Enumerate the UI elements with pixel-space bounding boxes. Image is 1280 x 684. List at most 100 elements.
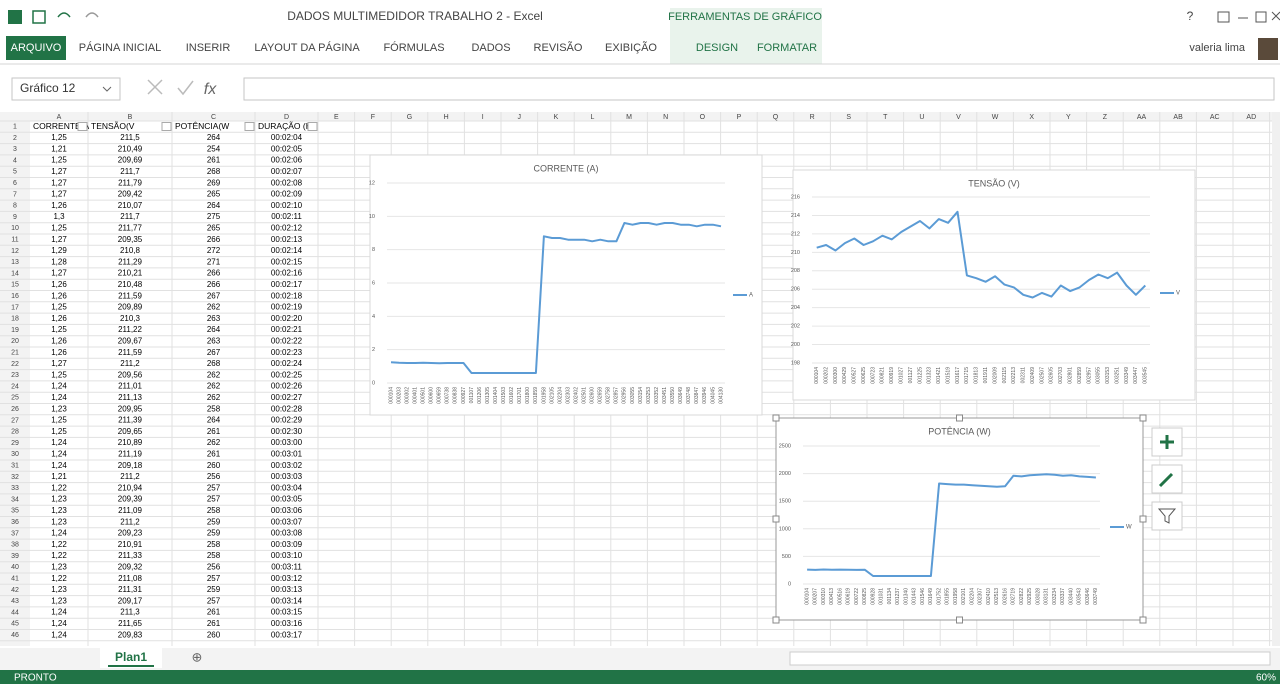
- cell[interactable]: 261: [207, 619, 221, 628]
- column-header[interactable]: Q: [773, 114, 779, 121]
- cell[interactable]: 00:03:00: [271, 438, 303, 447]
- ribbon-tab[interactable]: EXIBIÇÃO: [605, 41, 657, 54]
- row-number[interactable]: 13: [11, 259, 19, 266]
- cell[interactable]: 209,39: [118, 495, 143, 504]
- cell[interactable]: 211,39: [118, 416, 142, 425]
- column-header[interactable]: H: [444, 114, 449, 121]
- cell[interactable]: 1,21: [51, 144, 67, 153]
- row-number[interactable]: 27: [11, 417, 19, 424]
- cell[interactable]: 1,23: [51, 596, 67, 605]
- chart[interactable]: POTÊNCIA (W)0500100015002000250000010400…: [776, 418, 1143, 620]
- cell[interactable]: 00:02:14: [271, 246, 303, 255]
- cell[interactable]: 210,49: [118, 144, 143, 153]
- cell[interactable]: 1,29: [51, 246, 67, 255]
- cell[interactable]: 266: [207, 269, 221, 278]
- cell[interactable]: 272: [207, 246, 221, 255]
- cell[interactable]: 00:03:06: [271, 506, 303, 515]
- row-number[interactable]: 34: [11, 496, 19, 503]
- cell[interactable]: 254: [207, 144, 221, 153]
- column-header[interactable]: N: [663, 114, 668, 121]
- cell[interactable]: 00:02:16: [271, 269, 303, 278]
- sheet-tab[interactable]: Plan1: [115, 650, 147, 664]
- cell[interactable]: 1,21: [51, 472, 67, 481]
- cell[interactable]: 265: [207, 190, 221, 199]
- cell[interactable]: 1,24: [51, 619, 67, 628]
- header-cell[interactable]: TENSÃO(V: [91, 121, 135, 131]
- cell[interactable]: 00:03:17: [271, 630, 303, 639]
- row-number[interactable]: 7: [13, 191, 17, 198]
- cell[interactable]: 00:03:04: [271, 483, 303, 492]
- row-number[interactable]: 4: [13, 157, 17, 164]
- cell[interactable]: 211,65: [118, 619, 142, 628]
- row-number[interactable]: 45: [11, 621, 19, 628]
- cell[interactable]: 00:03:02: [271, 461, 303, 470]
- row-number[interactable]: 5: [13, 169, 17, 176]
- cell[interactable]: 209,42: [118, 190, 143, 199]
- h-scrollbar[interactable]: [790, 652, 1270, 665]
- cell[interactable]: 211,13: [118, 393, 142, 402]
- cell[interactable]: 00:02:24: [271, 359, 303, 368]
- cell[interactable]: 1,24: [51, 393, 67, 402]
- row-number[interactable]: 28: [11, 429, 19, 436]
- ribbon-tab[interactable]: ARQUIVO: [11, 42, 62, 54]
- cell[interactable]: 260: [207, 461, 221, 470]
- cell[interactable]: 268: [207, 167, 221, 176]
- insert-function[interactable]: fx: [204, 81, 217, 98]
- column-header[interactable]: AB: [1173, 114, 1183, 121]
- row-number[interactable]: 18: [11, 316, 19, 323]
- resize-handle[interactable]: [957, 415, 963, 421]
- ribbon-tab[interactable]: DADOS: [471, 42, 510, 54]
- cell[interactable]: 259: [207, 585, 221, 594]
- cell[interactable]: 267: [207, 291, 221, 300]
- row-number[interactable]: 44: [11, 609, 19, 616]
- cell[interactable]: 00:02:05: [271, 144, 303, 153]
- cell[interactable]: 1,25: [51, 133, 67, 142]
- cell[interactable]: 211,3: [120, 608, 140, 617]
- chart[interactable]: CORRENTE (A)0246810120001040002030003020…: [369, 155, 762, 415]
- user-avatar[interactable]: [1258, 38, 1278, 60]
- user-name[interactable]: valeria lima: [1189, 42, 1246, 54]
- header-cell[interactable]: POTÊNCIA(W: [175, 121, 229, 131]
- cell[interactable]: 211,2: [120, 472, 140, 481]
- row-number[interactable]: 33: [11, 485, 19, 492]
- column-header[interactable]: T: [883, 114, 888, 121]
- cell[interactable]: 210,91: [118, 540, 143, 549]
- cell[interactable]: 00:02:22: [271, 336, 303, 345]
- cell[interactable]: 263: [207, 336, 221, 345]
- resize-handle[interactable]: [773, 617, 779, 623]
- cell[interactable]: 1,25: [51, 416, 67, 425]
- cell[interactable]: 1,26: [51, 280, 67, 289]
- cell[interactable]: 257: [207, 574, 221, 583]
- chart-area[interactable]: [793, 170, 1195, 400]
- cell[interactable]: 211,59: [118, 291, 142, 300]
- cell[interactable]: 1,23: [51, 517, 67, 526]
- cell[interactable]: 209,89: [118, 303, 143, 312]
- row-number[interactable]: 26: [11, 406, 19, 413]
- cell[interactable]: 00:02:11: [271, 212, 302, 221]
- cell[interactable]: 256: [207, 472, 221, 481]
- cell[interactable]: 00:02:25: [271, 370, 303, 379]
- cell[interactable]: 209,67: [118, 336, 143, 345]
- column-header[interactable]: K: [554, 114, 559, 121]
- row-number[interactable]: 11: [11, 236, 18, 243]
- row-number[interactable]: 29: [11, 440, 19, 447]
- column-header[interactable]: Y: [1066, 114, 1071, 121]
- cell[interactable]: 1,27: [51, 178, 67, 187]
- column-header[interactable]: B: [128, 114, 133, 121]
- cell[interactable]: 275: [207, 212, 221, 221]
- row-number[interactable]: 24: [11, 383, 19, 390]
- cell[interactable]: 00:02:27: [271, 393, 303, 402]
- cell[interactable]: 211,5: [120, 133, 140, 142]
- cell[interactable]: 1,23: [51, 585, 67, 594]
- column-header[interactable]: X: [1029, 114, 1034, 121]
- row-number[interactable]: 40: [11, 564, 19, 571]
- cell[interactable]: 00:02:23: [271, 348, 303, 357]
- cell[interactable]: 00:02:21: [271, 325, 303, 334]
- cell[interactable]: 210,89: [118, 438, 143, 447]
- cell[interactable]: 209,95: [118, 404, 143, 413]
- cell[interactable]: 1,24: [51, 449, 67, 458]
- row-number[interactable]: 19: [11, 327, 19, 334]
- cell[interactable]: 257: [207, 495, 221, 504]
- cell[interactable]: 211,33: [118, 551, 142, 560]
- cell[interactable]: 268: [207, 359, 221, 368]
